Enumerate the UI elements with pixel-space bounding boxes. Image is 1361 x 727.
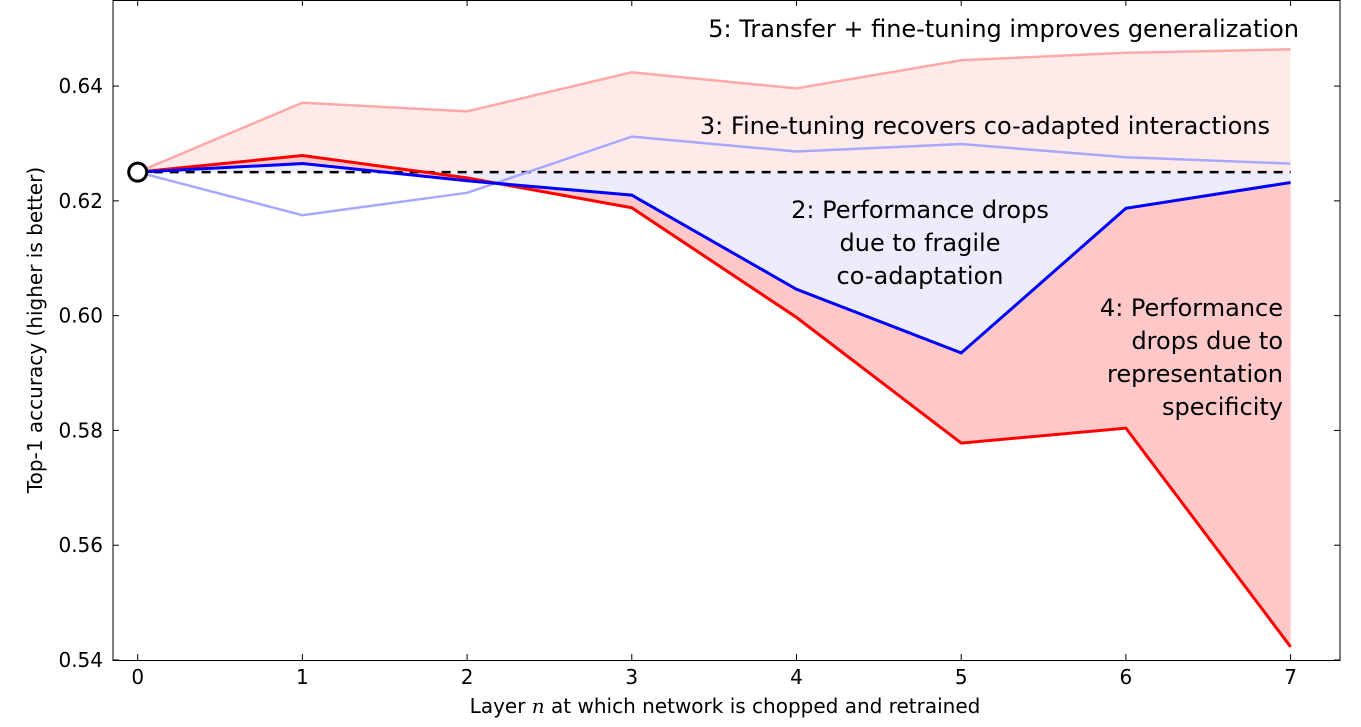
x-tick-label: 4: [790, 665, 803, 689]
annotation-2-line: due to fragile: [840, 229, 1001, 257]
series-line-blue: [137, 162, 1291, 355]
series-line-red: [137, 154, 1292, 648]
fill-specificity-region: [137, 155, 1291, 647]
annotation-3: 3: Fine-tuning recovers co-adapted inter…: [700, 112, 1270, 140]
axis-ticks: 0 1 2 3 4 5 6 7 0.54 0.56 0.58 0.60 0.62 0.64: [58, 0, 1340, 689]
annotation-4-line: 4: Performance: [1100, 294, 1283, 322]
y-tick-label: 0.56: [58, 533, 103, 557]
fill-transfer-region: [137, 49, 1291, 173]
x-axis-label-variable: n: [532, 694, 545, 718]
y-tick-label: 0.54: [58, 648, 103, 672]
x-tick-label: 0: [131, 665, 144, 689]
y-tick-label: 0.60: [58, 304, 103, 328]
annotation-4: 4: Performance drops due to representati…: [1100, 294, 1283, 421]
x-tick-label: 5: [955, 665, 968, 689]
annotation-2-line: 2: Performance drops: [791, 196, 1049, 224]
annotation-2-line: co-adaptation: [837, 262, 1004, 290]
fill-regions: [137, 49, 1291, 647]
annotation-4-line: specificity: [1162, 393, 1283, 421]
fill-coadaptation-region: [137, 163, 1291, 353]
x-axis-label-suffix: at which network is chopped and retraine…: [545, 694, 981, 718]
annotation-2: 2: Performance drops due to fragile co-a…: [791, 196, 1049, 290]
y-tick-label: 0.58: [58, 418, 103, 442]
x-tick-label: 3: [625, 665, 638, 689]
annotation-5: 5: Transfer + fine-tuning improves gener…: [708, 15, 1299, 43]
plot-frame: [112, 0, 1341, 661]
x-tick-label: 6: [1120, 665, 1133, 689]
series-line-light-blue: [137, 135, 1291, 217]
series-line-light-red: [137, 48, 1291, 174]
x-tick-label: 7: [1284, 665, 1297, 689]
annotation-4-line: drops due to: [1131, 327, 1283, 355]
series-lines: [137, 48, 1292, 648]
y-tick-label: 0.62: [58, 189, 103, 213]
x-tick-label: 2: [461, 665, 474, 689]
origin-marker: [127, 161, 149, 183]
x-axis-label: Layer n at which network is chopped and …: [470, 694, 981, 718]
y-axis-label: Top-1 accuracy (higher is better): [23, 167, 47, 494]
x-tick-label: 1: [296, 665, 309, 689]
x-axis-label-prefix: Layer: [470, 694, 532, 718]
annotation-4-line: representation: [1107, 360, 1283, 388]
y-tick-label: 0.64: [58, 74, 103, 98]
